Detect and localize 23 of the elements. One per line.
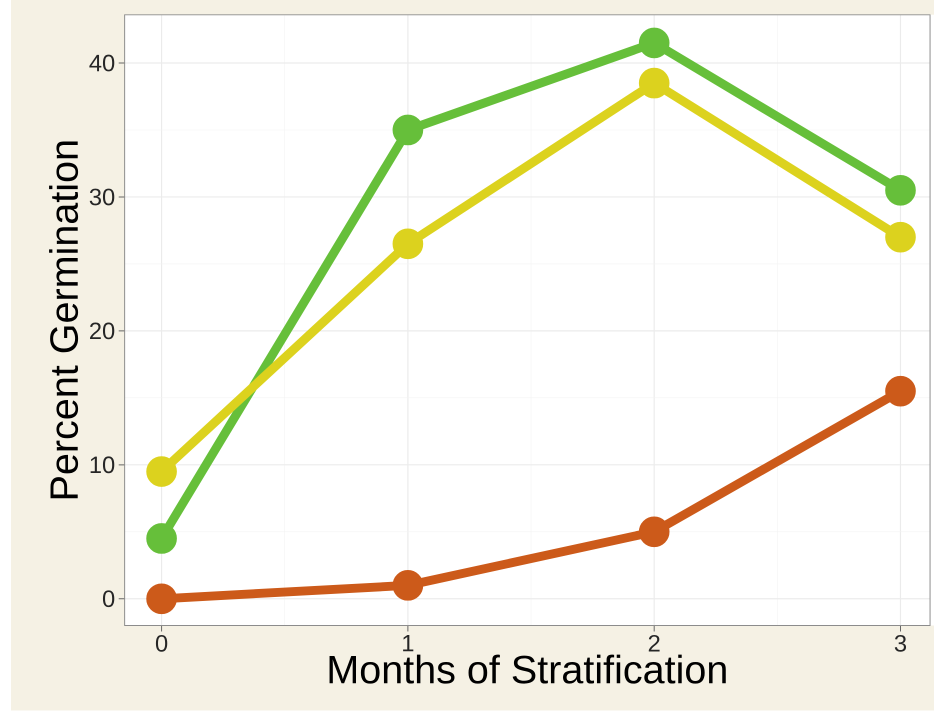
point [392, 570, 424, 601]
x-tick-label: 1 [403, 635, 414, 652]
point [146, 584, 177, 614]
y-tick-label: 30 [90, 188, 114, 206]
y-tick-label: 0 [102, 590, 114, 608]
point [638, 28, 670, 58]
y-tick-label: 20 [90, 322, 114, 340]
point [392, 228, 424, 260]
point [885, 376, 916, 407]
point [885, 175, 916, 206]
y-tick-label: 10 [90, 456, 114, 474]
point [638, 68, 670, 99]
y-tick-label: 40 [89, 54, 114, 72]
point [885, 222, 916, 253]
point [146, 523, 177, 554]
x-tick-label: 3 [894, 635, 906, 652]
point [146, 456, 177, 488]
point [392, 114, 424, 146]
x-tick-label: 2 [648, 635, 660, 652]
y-axis-title: Percent Germination [49, 142, 78, 498]
x-axis-title: Months of Stratification [330, 654, 726, 684]
x-tick-label: 0 [156, 635, 168, 652]
point [638, 516, 670, 548]
